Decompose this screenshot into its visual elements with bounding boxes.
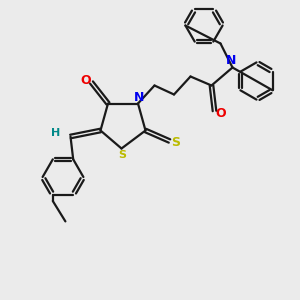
Text: O: O (215, 107, 226, 120)
Text: S: S (118, 150, 126, 160)
Text: N: N (226, 54, 236, 68)
Text: O: O (81, 74, 92, 87)
Text: H: H (51, 128, 60, 139)
Text: N: N (134, 91, 144, 104)
Text: S: S (172, 136, 181, 149)
